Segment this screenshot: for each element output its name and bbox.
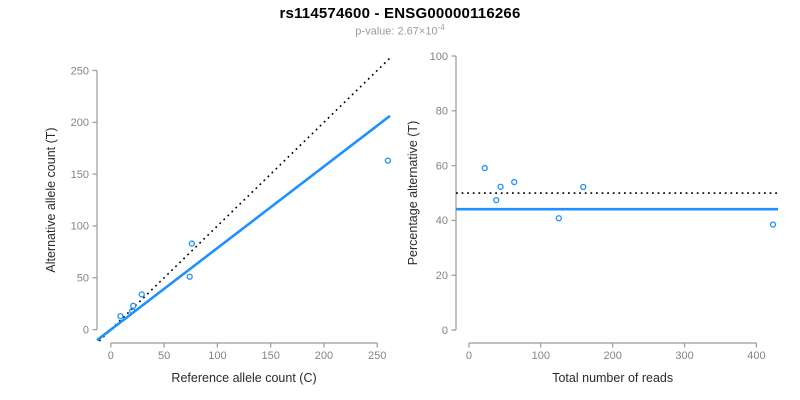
x-tick-label: 100 [532, 350, 550, 362]
data-points [481, 164, 777, 228]
x-tick-label: 0 [466, 350, 472, 362]
y-tick-label: 100 [71, 221, 89, 233]
x-tick-label: 200 [604, 350, 622, 362]
figure-title: rs114574600 - ENSG00000116266 [279, 5, 521, 22]
data-point [130, 302, 137, 309]
data-point [186, 273, 193, 280]
y-tick-label: 0 [83, 324, 89, 336]
x-tick-label: 0 [108, 350, 114, 362]
allele-count-panel: 0 50 100 150 200 250 Reference allele count (C… [44, 57, 392, 385]
y-tick-label: 60 [436, 160, 448, 172]
x-tick-label: 150 [261, 350, 279, 362]
p-value-subtitle: p-value: 2.67×10-4 [0, 23, 800, 38]
data-point [138, 291, 145, 298]
x-axis-title: Reference allele count (C) [171, 371, 316, 385]
y-tick-label: 40 [436, 215, 448, 227]
x-tick-label: 50 [158, 350, 170, 362]
identity-line [98, 57, 391, 342]
y-axis-title: Percentage alternative (T) [406, 121, 420, 266]
data-point [117, 312, 124, 320]
y-tick-label: 150 [71, 169, 89, 181]
data-point [511, 178, 518, 186]
y-tick-label: 250 [71, 65, 89, 77]
fitted-proportion-line [96, 114, 391, 342]
percentage-panel: 0 100 200 300 400 Total number of reads 0 20 40 6… [406, 51, 778, 385]
x-axis: 0 50 100 150 200 250 Reference allele count (C… [108, 342, 386, 385]
data-point [493, 196, 500, 204]
y-axis: 0 50 100 150 200 250 Alternative allele count … [44, 65, 98, 336]
y-axis: 0 20 40 60 80 100 Percentage alternative (T) [406, 51, 457, 337]
x-tick-label: 250 [368, 350, 386, 362]
data-point [481, 164, 488, 172]
data-point [497, 183, 504, 190]
data-point [188, 240, 195, 247]
y-tick-label: 20 [436, 270, 448, 282]
data-point [580, 183, 587, 191]
x-tick-label: 100 [208, 350, 226, 362]
y-axis-title: Alternative allele count (T) [44, 127, 58, 272]
y-tick-label: 200 [71, 117, 89, 129]
x-tick-label: 200 [315, 350, 333, 362]
data-point [769, 221, 777, 228]
data-points [117, 157, 392, 320]
y-tick-label: 0 [442, 325, 448, 337]
y-tick-label: 80 [436, 106, 448, 118]
x-axis: 0 100 200 300 400 Total number of reads [466, 342, 766, 385]
data-point [555, 215, 562, 222]
p-value-text: p-value: 2.67×10 [355, 25, 438, 38]
y-tick-label: 100 [430, 51, 448, 63]
x-tick-label: 400 [747, 350, 765, 362]
y-tick-label: 50 [77, 273, 89, 285]
x-tick-label: 300 [675, 350, 693, 362]
x-axis-title: Total number of reads [552, 371, 673, 385]
data-point [384, 157, 392, 164]
p-value-exponent: -4 [437, 23, 445, 32]
